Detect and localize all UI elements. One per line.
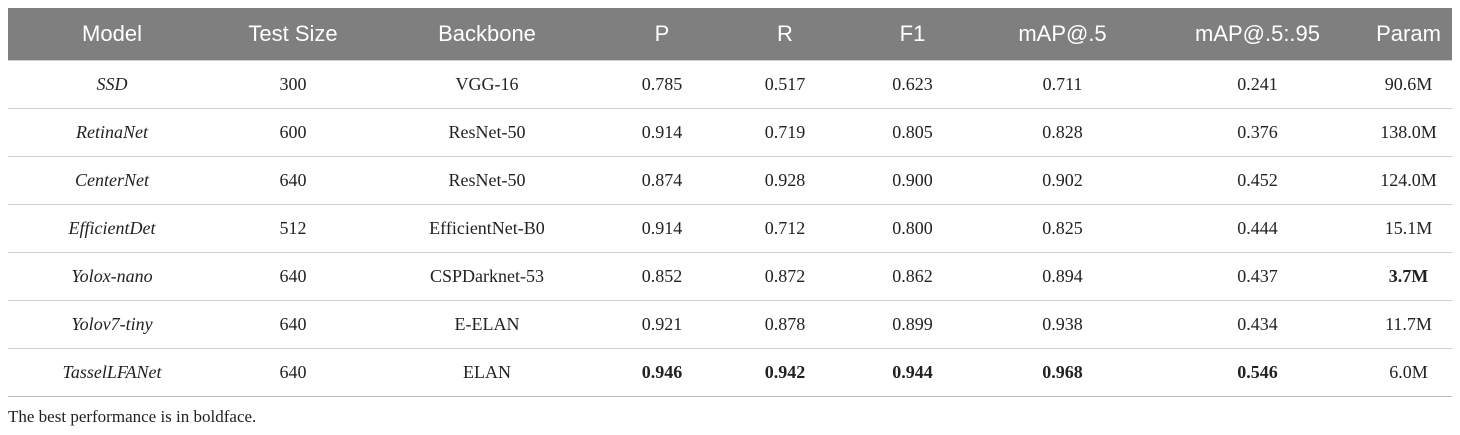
header-cell: F1 [850,8,975,61]
header-cell: Param [1365,8,1452,61]
header-cell: mAP@.5:.95 [1150,8,1365,61]
results-table: Model Test Size Backbone P R F1 mAP@.5 mAP@.5:.… [8,8,1452,397]
header-cell: mAP@.5 [975,8,1150,61]
header-cell: Model [8,8,216,61]
table-cell: ResNet-50 [370,108,604,157]
table-cell: 124.0M [1365,156,1452,205]
table-cell: TasselLFANet [8,348,216,397]
table-cell: 0.517 [720,60,850,109]
table-cell: 0.862 [850,252,975,301]
table-cell: 0.241 [1150,60,1365,109]
table-cell: CenterNet [8,156,216,205]
table-row: Yolox-nano 640 CSPDarknet-53 0.852 0.872 0.86… [8,252,1452,301]
table-cell: 3.7M [1365,252,1452,301]
table-cell: 600 [216,108,370,157]
table-cell: EfficientNet-B0 [370,204,604,253]
table-cell: 0.434 [1150,300,1365,349]
table-cell: RetinaNet [8,108,216,157]
header-cell: Test Size [216,8,370,61]
table-cell: 0.942 [720,348,850,397]
table-cell: 0.872 [720,252,850,301]
table-cell: 640 [216,156,370,205]
table-cell: 0.914 [604,204,720,253]
table-cell: SSD [8,60,216,109]
table-cell: 0.914 [604,108,720,157]
table-cell: 0.452 [1150,156,1365,205]
table-cell: 0.900 [850,156,975,205]
header-cell: Backbone [370,8,604,61]
table-cell: 15.1M [1365,204,1452,253]
table-cell: 0.825 [975,204,1150,253]
table-cell: 512 [216,204,370,253]
table-cell: 0.852 [604,252,720,301]
table-cell: 640 [216,348,370,397]
table-body: SSD 300 VGG-16 0.785 0.517 0.623 0.711 0.241 90.… [8,60,1452,397]
table-cell: CSPDarknet-53 [370,252,604,301]
table-cell: 300 [216,60,370,109]
table-cell: 640 [216,252,370,301]
table-cell: 0.828 [975,108,1150,157]
table-row: CenterNet 640 ResNet-50 0.874 0.928 0.900 0.90… [8,156,1452,205]
table-cell: 0.921 [604,300,720,349]
table-cell: 0.946 [604,348,720,397]
table-cell: 0.623 [850,60,975,109]
table-cell: 11.7M [1365,300,1452,349]
table-header: Model Test Size Backbone P R F1 mAP@.5 mAP@.5:.… [8,8,1452,61]
table-cell: 0.944 [850,348,975,397]
table-cell: 0.874 [604,156,720,205]
table-cell: 0.928 [720,156,850,205]
table-cell: 0.785 [604,60,720,109]
table-cell: 0.444 [1150,204,1365,253]
table-cell: EfficientDet [8,204,216,253]
table-row: TasselLFANet 640 ELAN 0.946 0.942 0.944 0.968 0… [8,348,1452,397]
table-cell: 138.0M [1365,108,1452,157]
table-cell: 0.800 [850,204,975,253]
table-cell: 640 [216,300,370,349]
table-cell: 90.6M [1365,60,1452,109]
table-cell: 0.437 [1150,252,1365,301]
table-row: RetinaNet 600 ResNet-50 0.914 0.719 0.805 0.82… [8,108,1452,157]
table-cell: 0.546 [1150,348,1365,397]
table-cell: E-ELAN [370,300,604,349]
table-cell: Yolox-nano [8,252,216,301]
table-cell: Yolov7-tiny [8,300,216,349]
table-cell: ResNet-50 [370,156,604,205]
table-cell: 0.719 [720,108,850,157]
header-cell: P [604,8,720,61]
header-cell: R [720,8,850,61]
table-cell: 0.805 [850,108,975,157]
table-cell: 0.894 [975,252,1150,301]
table-cell: 0.376 [1150,108,1365,157]
table-cell: 0.938 [975,300,1150,349]
table-cell: VGG-16 [370,60,604,109]
table-cell: 0.711 [975,60,1150,109]
table-cell: ELAN [370,348,604,397]
table-row: SSD 300 VGG-16 0.785 0.517 0.623 0.711 0.241 90.… [8,60,1452,109]
header-row: Model Test Size Backbone P R F1 mAP@.5 mAP@.5:.… [8,8,1452,61]
table-cell: 0.712 [720,204,850,253]
table-cell: 6.0M [1365,348,1452,397]
table-cell: 0.878 [720,300,850,349]
table-cell: 0.968 [975,348,1150,397]
footnote: The best performance is in boldface. [8,407,257,426]
table-cell: 0.899 [850,300,975,349]
table-row: EfficientDet 512 EfficientNet-B0 0.914 0.712… [8,204,1452,253]
table-cell: 0.902 [975,156,1150,205]
table-row: Yolov7-tiny 640 E-ELAN 0.921 0.878 0.899 0.938… [8,300,1452,349]
